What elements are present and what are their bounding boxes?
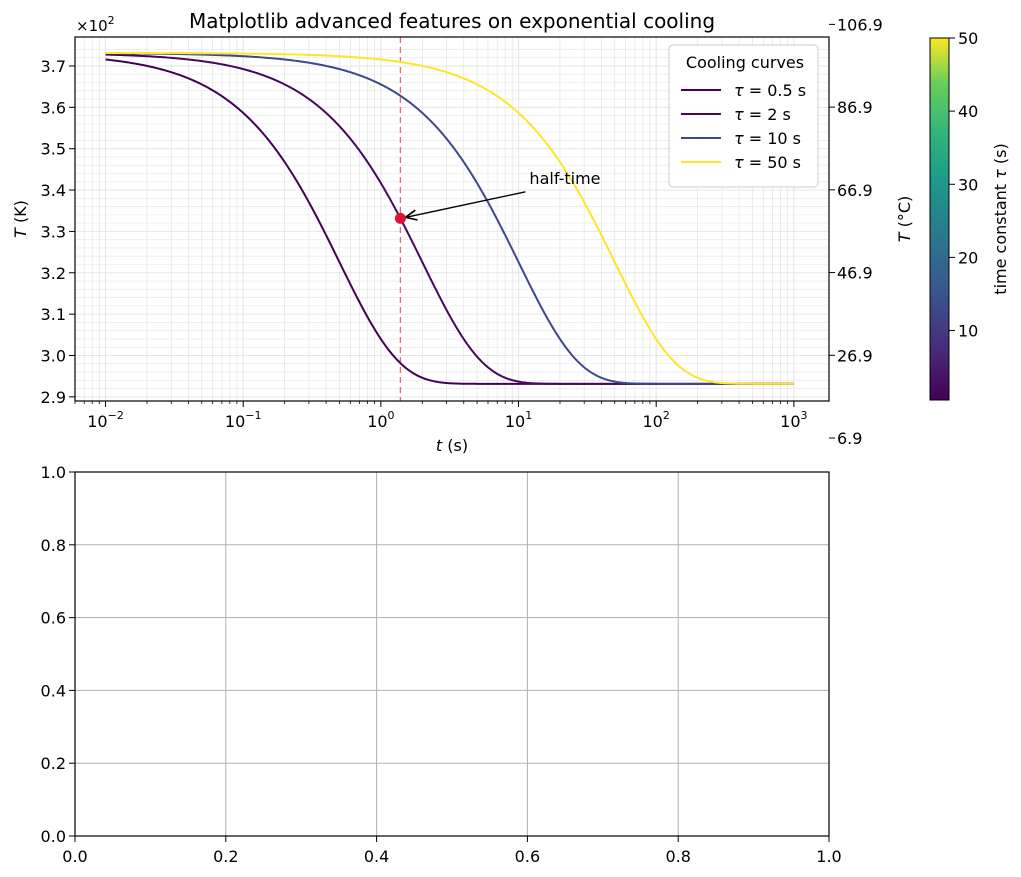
top-y-tick-label: 2.9 bbox=[41, 388, 66, 407]
top-y-tick-label: 3.5 bbox=[41, 140, 66, 159]
secondary-y-ticks: 6.9 26.9 46.9 66.9 86.9 106.9 bbox=[829, 15, 883, 448]
secondary-y-axis-label: T (°C) bbox=[895, 196, 914, 243]
cooling-lines bbox=[105, 51, 794, 385]
secondary-y-tick-label: 6.9 bbox=[837, 429, 862, 448]
colorbar-ticks: 10 20 30 40 50 bbox=[949, 29, 978, 341]
legend-entry-label: τ = 2 s bbox=[734, 105, 791, 124]
top-x-tick-label: 100 bbox=[367, 409, 394, 431]
legend-box bbox=[668, 44, 819, 188]
top-y-tick-label: 3.1 bbox=[41, 305, 66, 324]
top-y-tick-label: 3.4 bbox=[41, 181, 66, 200]
chart-title: Matplotlib advanced features on exponent… bbox=[189, 9, 715, 33]
top-axes-frame bbox=[74, 36, 830, 402]
colorbar-tick-label: 40 bbox=[958, 102, 978, 121]
bottom-x-tick-label: 0.2 bbox=[213, 847, 238, 866]
bottom-y-tick-label: 1.0 bbox=[41, 463, 66, 482]
bottom-y-tick-label: 0.2 bbox=[41, 754, 66, 773]
top-x-tick-label: 103 bbox=[780, 409, 807, 431]
bottom-y-tick-label: 0.4 bbox=[41, 681, 66, 700]
secondary-y-tick-label: 46.9 bbox=[837, 264, 873, 283]
bottom-x-ticks: 0.0 0.2 0.4 0.6 0.8 1.0 bbox=[62, 836, 842, 866]
top-y-tick-label: 3.2 bbox=[41, 264, 66, 283]
y-offset-label: ×102 bbox=[76, 14, 115, 35]
legend: Cooling curves τ = 0.5 s τ = 2 s τ = 10 s τ… bbox=[668, 44, 819, 188]
secondary-y-tick-label: 106.9 bbox=[837, 15, 883, 34]
top-y-ticks: 2.9 3.0 3.1 3.2 3.3 3.4 3.5 3.6 3.7 bbox=[41, 57, 75, 407]
top-plot: Matplotlib advanced features on exponent… bbox=[11, 9, 914, 455]
bottom-x-tick-label: 0.8 bbox=[665, 847, 690, 866]
legend-entry-label: τ = 10 s bbox=[734, 129, 801, 148]
bottom-plot: 0.0 0.2 0.4 0.6 0.8 1.0 0.0 0.2 0.4 0.6 0.8 1.0 bbox=[41, 463, 842, 866]
series-line-3 bbox=[105, 51, 794, 385]
top-x-tick-label: 101 bbox=[505, 409, 532, 431]
bottom-y-tick-label: 0.8 bbox=[41, 536, 66, 555]
colorbar: 10 20 30 40 50 time constant τ (s) bbox=[929, 29, 1010, 401]
top-y-tick-label: 3.7 bbox=[41, 57, 66, 76]
secondary-y-tick-label: 66.9 bbox=[837, 181, 873, 200]
top-y-tick-label: 3.3 bbox=[41, 222, 66, 241]
bottom-grid bbox=[74, 471, 830, 837]
half-time-marker bbox=[394, 212, 406, 224]
colorbar-tick-label: 50 bbox=[958, 29, 978, 48]
secondary-y-tick-label: 26.9 bbox=[837, 346, 873, 365]
annotation-arrow bbox=[405, 191, 526, 218]
legend-entry-label: τ = 0.5 s bbox=[734, 81, 806, 100]
bottom-axes-frame bbox=[74, 471, 830, 837]
x-axis-label: t (s) bbox=[436, 436, 468, 455]
top-x-tick-label: 10−1 bbox=[225, 409, 262, 431]
secondary-y-tick-label: 86.9 bbox=[837, 98, 873, 117]
legend-entry-label: τ = 50 s bbox=[734, 153, 801, 172]
annotation-text: half-time bbox=[529, 169, 600, 188]
top-x-ticks: 10−2 10−1 100 101 102 103 bbox=[74, 401, 808, 431]
bottom-y-tick-label: 0.0 bbox=[41, 827, 66, 846]
bottom-x-tick-label: 1.0 bbox=[816, 847, 841, 866]
bottom-x-tick-label: 0.0 bbox=[62, 847, 87, 866]
bottom-x-tick-label: 0.4 bbox=[364, 847, 389, 866]
top-y-tick-label: 3.0 bbox=[41, 347, 66, 366]
half-time-annotation: half-time bbox=[394, 169, 601, 224]
top-x-tick-label: 102 bbox=[643, 409, 670, 431]
top-x-tick-label: 10−2 bbox=[87, 409, 124, 431]
colorbar-tick-label: 10 bbox=[958, 322, 978, 341]
y-axis-label: T (K) bbox=[11, 200, 30, 238]
colorbar-gradient bbox=[929, 37, 950, 401]
bottom-y-tick-label: 0.6 bbox=[41, 609, 66, 628]
colorbar-tick-label: 30 bbox=[958, 175, 978, 194]
legend-title: Cooling curves bbox=[686, 53, 804, 72]
bottom-y-ticks: 0.0 0.2 0.4 0.6 0.8 1.0 bbox=[41, 463, 75, 846]
colorbar-tick-label: 20 bbox=[958, 248, 978, 267]
series-line-2 bbox=[105, 52, 794, 385]
top-y-tick-label: 3.6 bbox=[41, 98, 66, 117]
bottom-x-tick-label: 0.6 bbox=[515, 847, 540, 866]
colorbar-label: time constant τ (s) bbox=[991, 143, 1010, 294]
